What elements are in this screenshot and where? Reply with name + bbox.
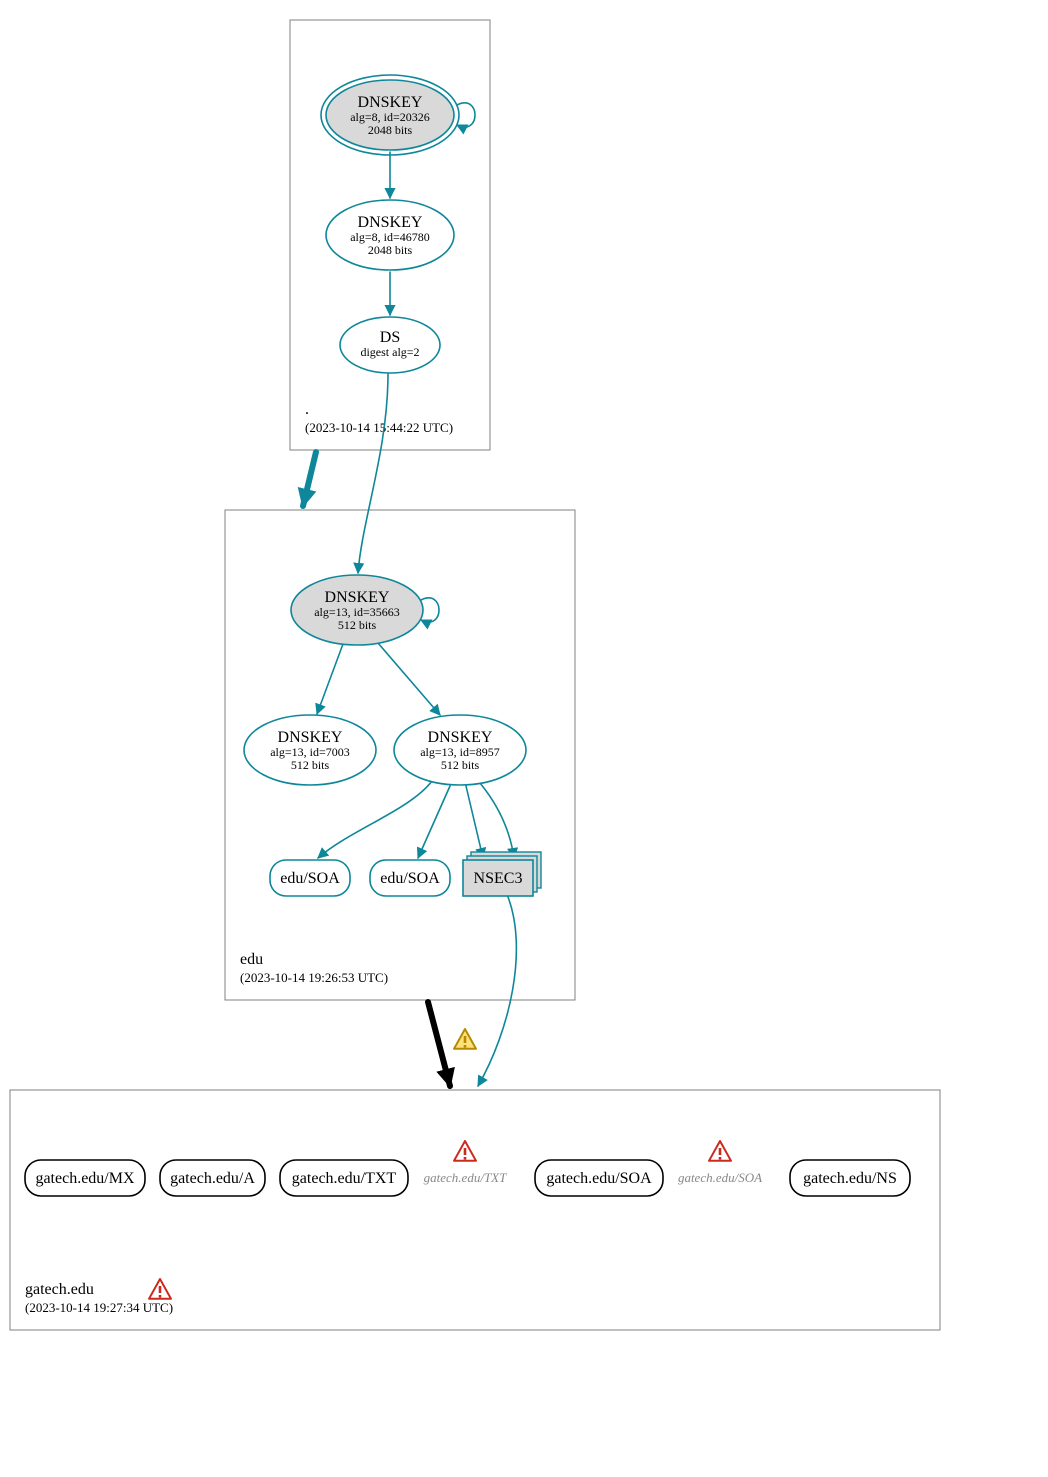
record-label: edu/SOA (380, 870, 440, 887)
zone-timestamp: (2023-10-14 19:26:53 UTC) (240, 970, 388, 985)
zone-label: . (305, 401, 309, 418)
node-sub: alg=13, id=8957 (420, 745, 500, 759)
node-g_a: gatech.edu/A (160, 1160, 265, 1196)
node-title: DS (380, 329, 400, 346)
dnssec-diagram: . (2023-10-14 15:44:22 UTC) edu (2023-10-14… (0, 0, 1048, 1477)
zone-gatech (10, 1090, 940, 1330)
node-sub: alg=8, id=20326 (350, 110, 430, 124)
node-sub: alg=13, id=7003 (270, 745, 350, 759)
zone-label: edu (240, 951, 263, 968)
node-sub: 2048 bits (368, 243, 413, 257)
node-edu_zsk2: DNSKEYalg=13, id=8957512 bits (394, 715, 526, 785)
node-edu_soa1: edu/SOA (270, 860, 350, 896)
node-title: DNSKEY (358, 94, 423, 111)
node-title: DNSKEY (358, 214, 423, 231)
record-label: gatech.edu/NS (803, 1170, 897, 1187)
record-label: edu/SOA (280, 870, 340, 887)
node-title: DNSKEY (278, 729, 343, 746)
record-error-label: gatech.edu/SOA (678, 1170, 762, 1185)
node-root_zsk: DNSKEYalg=8, id=467802048 bits (326, 200, 454, 270)
node-title: DNSKEY (325, 589, 390, 606)
node-sub: 2048 bits (368, 123, 413, 137)
node-sub: 512 bits (338, 618, 377, 632)
node-nsec3: NSEC3 (463, 852, 541, 896)
node-title: DNSKEY (428, 729, 493, 746)
node-sub: alg=8, id=46780 (350, 230, 430, 244)
record-label: gatech.edu/TXT (292, 1170, 397, 1187)
node-sub: digest alg=2 (360, 345, 419, 359)
edge (303, 452, 316, 506)
zone-label: gatech.edu (25, 1281, 94, 1298)
node-sub: 512 bits (291, 758, 330, 772)
node-edu_zsk1: DNSKEYalg=13, id=7003512 bits (244, 715, 376, 785)
warning-icon (454, 1029, 476, 1049)
node-g_soa: gatech.edu/SOA (535, 1160, 663, 1196)
record-label: gatech.edu/MX (35, 1170, 135, 1187)
record-label: gatech.edu/SOA (546, 1170, 652, 1187)
zone-timestamp: (2023-10-14 19:27:34 UTC) (25, 1300, 173, 1315)
node-sub: 512 bits (441, 758, 480, 772)
record-error-label: gatech.edu/TXT (424, 1170, 507, 1185)
nsec3-label: NSEC3 (474, 870, 523, 887)
edge (428, 1002, 450, 1086)
record-label: gatech.edu/A (170, 1170, 255, 1187)
node-g_mx: gatech.edu/MX (25, 1160, 145, 1196)
node-g_ns: gatech.edu/NS (790, 1160, 910, 1196)
node-edu_soa2: edu/SOA (370, 860, 450, 896)
zone-timestamp: (2023-10-14 15:44:22 UTC) (305, 420, 453, 435)
node-root_ds: DSdigest alg=2 (340, 317, 440, 373)
node-sub: alg=13, id=35663 (314, 605, 400, 619)
node-g_txt: gatech.edu/TXT (280, 1160, 408, 1196)
